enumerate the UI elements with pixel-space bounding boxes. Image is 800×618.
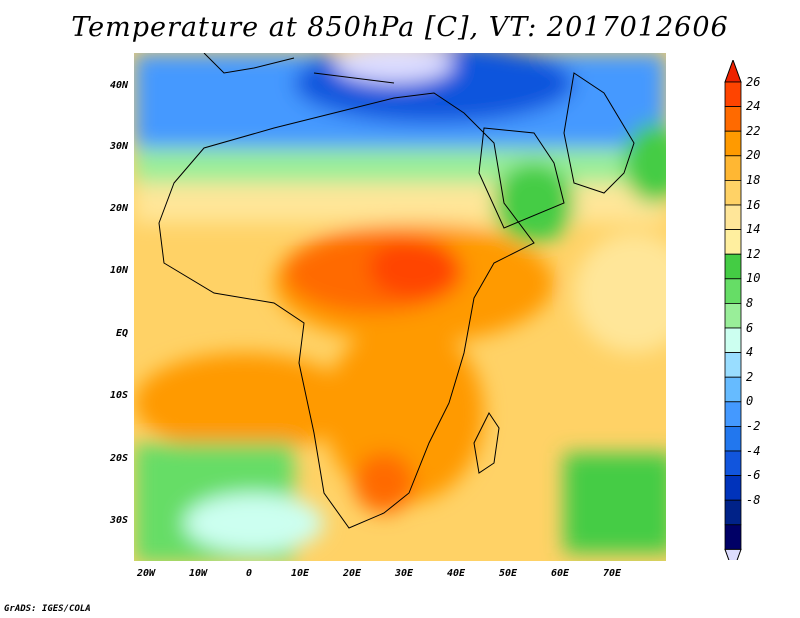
colorbar-swatch	[724, 204, 742, 231]
colorbar-label: 2	[746, 369, 754, 384]
fill-central-africa	[324, 323, 484, 503]
temperature-map	[134, 53, 666, 561]
colorbar-swatch	[724, 302, 742, 329]
lon-label: 30E	[394, 568, 414, 579]
fill-south-africa-hot	[354, 453, 414, 513]
lon-label: 20E	[342, 568, 362, 579]
fill-sudan-hottest	[369, 238, 459, 298]
fill-sahel-north	[134, 183, 666, 223]
colorbar-label: -6	[746, 468, 761, 483]
colorbar-label: 10	[746, 271, 761, 286]
lon-label: 10E	[290, 568, 310, 579]
colorbar-swatch	[724, 253, 742, 280]
lon-label: 60E	[550, 568, 570, 579]
colorbar-label: -4	[746, 443, 761, 458]
lat-label: 10S	[109, 390, 128, 401]
fill-cape-cold	[184, 493, 324, 553]
fill-india-yellow	[574, 233, 666, 353]
colorbar-swatch	[724, 475, 742, 501]
lon-label: 10W	[188, 568, 208, 579]
colorbar-label: 16	[746, 197, 761, 212]
lat-label: 40N	[109, 80, 128, 91]
fill-atlantic-warm	[134, 353, 354, 453]
fill-indian-ocean-green	[564, 453, 666, 553]
lat-label: 30S	[109, 515, 128, 526]
colorbar-bottom-arrow	[724, 548, 742, 560]
colorbar-swatch	[724, 352, 742, 378]
colorbar-swatch	[724, 155, 742, 181]
colorbar-label: 4	[746, 345, 754, 360]
lon-label: 0	[245, 568, 253, 579]
chart-title: Temperature at 850hPa [C], VT: 201701260…	[71, 12, 729, 43]
colorbar-swatch	[724, 81, 742, 108]
colorbar-label: 12	[746, 246, 761, 261]
lon-label: 70E	[602, 568, 622, 579]
lon-label: 40E	[446, 568, 466, 579]
colorbar-top-arrow	[724, 60, 742, 83]
colorbar-swatch	[724, 106, 742, 132]
credit-text: GrADS: IGES/COLA	[4, 604, 91, 614]
coastlines	[158, 53, 635, 529]
colorbar-swatch	[724, 425, 742, 452]
colorbar-swatch	[724, 524, 742, 550]
lon-label: 20W	[136, 568, 156, 579]
colorbar-label: -8	[746, 492, 761, 507]
lat-label: 30N	[109, 141, 128, 152]
colorbar-swatch	[724, 229, 742, 255]
colorbar-label: 18	[746, 173, 761, 187]
colorbar-swatch	[724, 130, 742, 157]
lat-label: 20S	[109, 453, 128, 464]
colorbar-label: 14	[746, 222, 761, 237]
colorbar-swatch	[724, 376, 742, 403]
colorbar	[724, 60, 742, 560]
colorbar-label: 20	[746, 148, 761, 163]
colorbar-label: 24	[746, 99, 761, 114]
lat-label: 20N	[109, 203, 128, 214]
colorbar-label: 0	[746, 394, 754, 409]
colorbar-swatch	[724, 499, 742, 526]
colorbar-label: 6	[746, 320, 754, 335]
colorbar-label: -2	[746, 419, 761, 433]
colorbar-swatch	[724, 327, 742, 354]
colorbar-swatch	[724, 450, 742, 477]
colorbar-label: 8	[746, 296, 754, 310]
colorbar-swatch	[724, 278, 742, 304]
fill-arabia-green	[494, 163, 574, 243]
lat-label: EQ	[115, 328, 128, 339]
lon-label: 50E	[498, 568, 518, 579]
colorbar-label: 22	[746, 123, 761, 138]
colorbar-swatch	[724, 180, 742, 206]
colorbar-swatch	[724, 401, 742, 427]
colorbar-label: 26	[746, 74, 761, 89]
fill-europe-coldest	[334, 53, 454, 83]
lat-label: 10N	[109, 265, 128, 276]
